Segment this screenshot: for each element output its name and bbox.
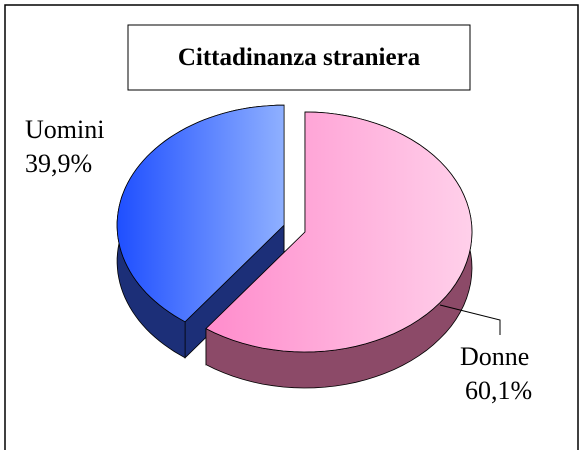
slice-top	[205, 111, 473, 353]
chart-title: Cittadinanza straniera	[178, 44, 421, 71]
slice-value-label: 39,9%	[25, 149, 92, 178]
title-box	[127, 24, 471, 91]
slice-label: Uomini	[25, 115, 104, 144]
leader-line	[439, 304, 501, 335]
slice-label: Donne	[460, 342, 529, 371]
slice	[116, 104, 285, 359]
slice-value-label: 60,1%	[465, 376, 532, 405]
pie	[116, 104, 473, 389]
slice-top	[116, 104, 285, 323]
slice	[205, 111, 473, 389]
